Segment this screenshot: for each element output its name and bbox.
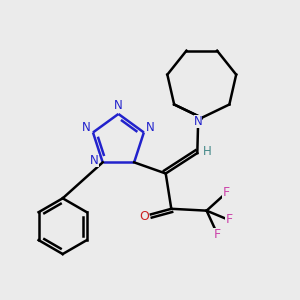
Text: F: F [222, 186, 230, 199]
Text: N: N [114, 99, 123, 112]
Text: O: O [139, 210, 149, 223]
Text: H: H [203, 145, 212, 158]
Text: N: N [82, 122, 91, 134]
Text: N: N [194, 115, 203, 128]
Text: N: N [90, 154, 99, 167]
Text: F: F [225, 213, 233, 226]
Text: N: N [146, 122, 155, 134]
Text: F: F [213, 228, 220, 241]
